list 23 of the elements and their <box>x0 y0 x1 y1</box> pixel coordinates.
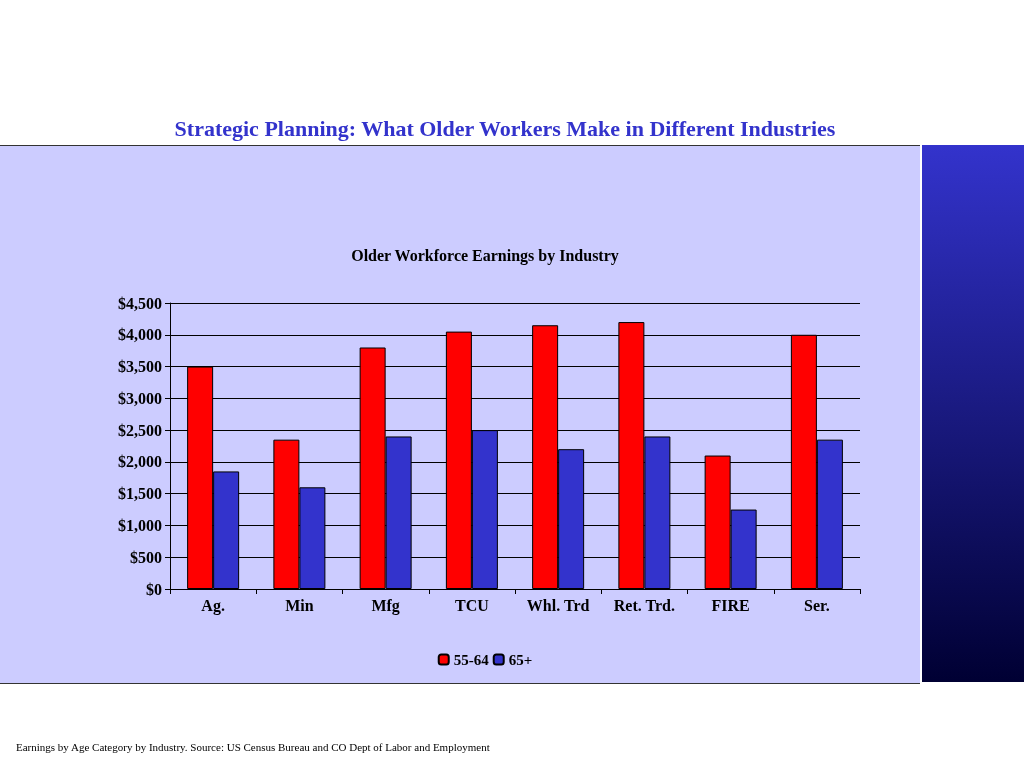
x-tick-label: Ser. <box>804 596 830 614</box>
chart-subtitle: Older Workforce Earnings by Industry <box>351 246 619 265</box>
y-tick-label: $4,500 <box>118 294 162 312</box>
y-tick-label: $0 <box>146 580 162 598</box>
legend-label: 65+ <box>508 651 533 668</box>
x-tick-label: Whl. Trd <box>526 596 590 614</box>
x-tick-label: Ag. <box>201 596 225 615</box>
x-tick-label: Ret. Trd. <box>613 596 675 614</box>
chart-title: Strategic Planning: What Older Workers Make in Different Industries <box>173 116 837 142</box>
x-tick-label: Mfg <box>371 596 400 615</box>
y-tick-label: $2,000 <box>118 453 162 471</box>
y-tick-label: $1,000 <box>118 516 162 534</box>
y-tick-label: $4,000 <box>118 326 162 344</box>
x-tick-label: Min <box>285 596 314 614</box>
x-tick-label: TCU <box>454 596 490 614</box>
legend-label: 55-64 <box>453 651 490 668</box>
y-tick-label: $500 <box>130 548 162 566</box>
x-tick-label: FIRE <box>711 596 750 614</box>
y-tick-label: $1,500 <box>118 485 162 503</box>
y-tick-label: $3,000 <box>118 389 162 407</box>
text: Earnings by Age Category by Industry. Source: US Census Bureau and CO Dept of Labor and Employment <box>16 741 490 753</box>
y-tick-label: $3,500 <box>118 358 162 376</box>
y-tick-label: $2,500 <box>118 421 162 439</box>
